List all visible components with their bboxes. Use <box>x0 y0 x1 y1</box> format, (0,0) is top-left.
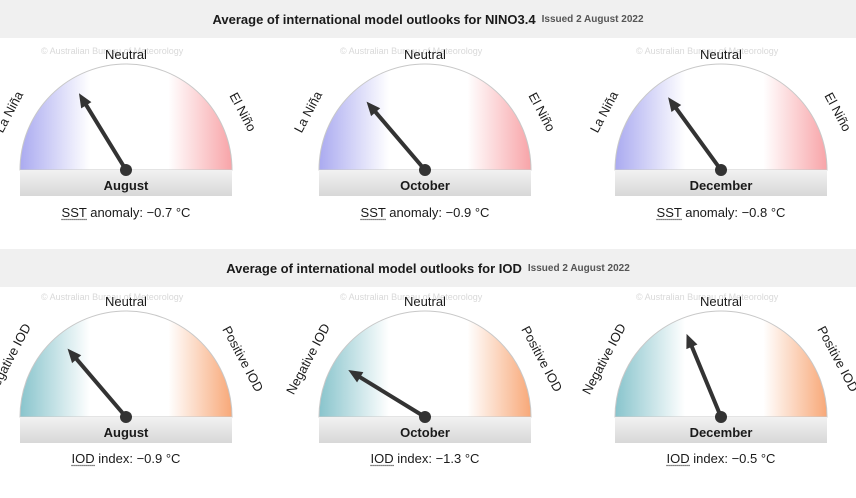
needle-pivot <box>419 411 431 423</box>
needle-arrowhead <box>78 93 92 109</box>
readout-value: anomaly: −0.7 °C <box>86 205 191 220</box>
month-label: August <box>104 425 149 440</box>
iod-section: Average of international model outlooks … <box>0 249 856 498</box>
needle-pivot <box>419 164 431 176</box>
watermark: © Australian Bureau of Meteorology <box>636 292 779 302</box>
nino34-section: Average of international model outlooks … <box>0 0 856 245</box>
readout-text: IOD index: −0.9 °C <box>72 451 181 466</box>
watermark: © Australian Bureau of Meteorology <box>340 46 483 56</box>
gauge-face <box>318 63 532 171</box>
neutral-label: Neutral <box>700 294 742 309</box>
watermark: © Australian Bureau of Meteorology <box>41 292 184 302</box>
readout-text: SST anomaly: −0.7 °C <box>62 205 191 220</box>
watermark: © Australian Bureau of Meteorology <box>636 46 779 56</box>
nino34-header: Average of international model outlooks … <box>0 0 856 38</box>
watermark: © Australian Bureau of Meteorology <box>340 292 483 302</box>
readout-value: index: −1.3 °C <box>393 451 480 466</box>
needle-shaft <box>689 344 723 419</box>
month-label: December <box>690 425 753 440</box>
needle-shaft <box>373 110 427 172</box>
readout-abbreviation[interactable]: SST <box>61 205 87 220</box>
needle-pivot <box>715 411 727 423</box>
needle-pivot <box>715 164 727 176</box>
needle-pivot <box>120 411 132 423</box>
readout-abbreviation[interactable]: SST <box>656 205 682 220</box>
neutral-label: Neutral <box>105 294 147 309</box>
readout-text: SST anomaly: −0.9 °C <box>361 205 490 220</box>
readout-text: IOD index: −0.5 °C <box>667 451 776 466</box>
iod-title: Average of international model outlooks … <box>226 260 522 276</box>
needle-shaft <box>84 103 128 172</box>
nino34-title: Average of international model outlooks … <box>212 11 536 27</box>
nino34-issued-date: Issued 2 August 2022 <box>541 13 644 25</box>
readout-value: index: −0.5 °C <box>689 451 776 466</box>
needle-arrowhead <box>668 97 682 113</box>
needle-arrowhead <box>366 101 381 117</box>
neutral-label: Neutral <box>404 294 446 309</box>
readout-text: SST anomaly: −0.8 °C <box>657 205 786 220</box>
needle-shaft <box>74 357 128 419</box>
needle-arrowhead <box>67 348 82 364</box>
month-label: August <box>104 178 149 193</box>
gauge-face <box>19 310 233 418</box>
left-phase-label: La Niña <box>0 88 27 135</box>
readout-abbreviation[interactable]: IOD <box>71 451 95 466</box>
needle-arrowhead <box>348 369 364 383</box>
gauge-face <box>19 63 233 171</box>
month-label: October <box>400 178 450 193</box>
needle-shaft <box>358 375 427 419</box>
readout-abbreviation[interactable]: SST <box>360 205 386 220</box>
neutral-label: Neutral <box>700 47 742 62</box>
readout-value: anomaly: −0.9 °C <box>385 205 490 220</box>
month-label: December <box>690 178 753 193</box>
month-label: October <box>400 425 450 440</box>
watermark: © Australian Bureau of Meteorology <box>41 46 184 56</box>
readout-abbreviation[interactable]: IOD <box>666 451 690 466</box>
gauge-face <box>318 310 532 418</box>
neutral-label: Neutral <box>404 47 446 62</box>
needle-shaft <box>674 106 723 172</box>
needle-pivot <box>120 164 132 176</box>
gauge-face <box>614 310 828 418</box>
iod-header: Average of international model outlooks … <box>0 249 856 287</box>
gauge-face <box>614 63 828 171</box>
readout-abbreviation[interactable]: IOD <box>370 451 394 466</box>
readout-value: index: −0.9 °C <box>94 451 181 466</box>
needle-arrowhead <box>686 333 698 350</box>
iod-issued-date: Issued 2 August 2022 <box>527 262 630 274</box>
readout-value: anomaly: −0.8 °C <box>681 205 786 220</box>
neutral-label: Neutral <box>105 47 147 62</box>
readout-text: IOD index: −1.3 °C <box>371 451 480 466</box>
